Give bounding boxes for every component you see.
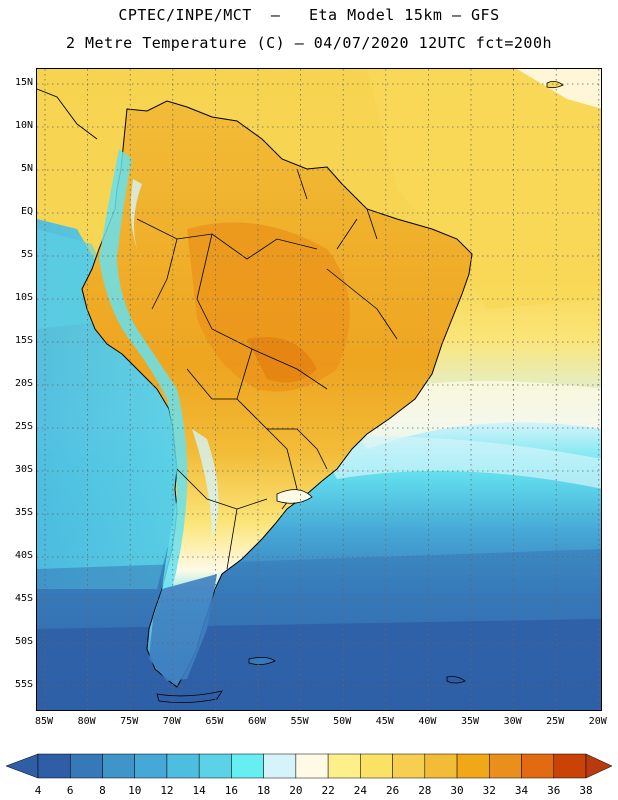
lon-label: 85W [34,716,54,727]
colorbar-swatch [102,753,135,779]
colorbar-label: 8 [99,784,106,797]
lon-label: 65W [205,716,224,727]
colorbar-label: 18 [257,784,271,797]
colorbar-high-arrow [585,753,613,779]
lon-label: 70W [162,716,181,727]
colorbar-swatch [198,753,232,779]
lon-label: 40W [418,716,437,727]
colorbar [5,753,613,779]
colorbar-swatch [295,753,329,779]
lat-label: 15N [14,77,33,88]
colorbar-swatch [489,753,522,779]
lat-label: 15S [14,335,33,346]
colorbar-label: 38 [579,784,593,797]
lat-label: 35S [14,507,33,518]
colorbar-label: 6 [66,784,74,797]
temperature-map [37,69,601,710]
lat-label: 30S [14,464,33,475]
colorbar-label: 32 [482,784,496,797]
colorbar-swatch [360,753,393,779]
lon-label: 20W [588,716,607,727]
colorbar-label: 10 [128,784,142,797]
lat-label: 40S [14,550,33,561]
colorbar-label: 16 [224,784,239,797]
colorbar-label: 12 [160,784,174,797]
colorbar-label: 34 [514,784,529,797]
colorbar-swatch [392,753,426,779]
colorbar-swatch [521,753,555,779]
colorbar-swatch [553,753,587,779]
colorbar-low-arrow [5,753,39,779]
colorbar-label: 36 [547,784,561,797]
colorbar-swatch [263,753,297,779]
lat-label: 10N [14,120,33,131]
map-title-line-1: CPTEC/INPE/MCT – Eta Model 15km – GFS [118,6,500,24]
colorbar-label: 28 [418,784,432,797]
colorbar-label: 24 [353,784,367,797]
lon-label: 80W [77,716,96,727]
colorbar-swatch [327,753,361,779]
lat-label: 25S [14,421,33,432]
map-title-line-2: 2 Metre Temperature (C) – 04/07/2020 12U… [65,34,553,52]
colorbar-swatch [231,753,264,779]
lon-label: 45W [375,716,394,727]
lon-label: 30W [503,716,522,727]
lon-label: 55W [290,716,309,727]
lon-label: 50W [333,716,352,727]
lat-label: 5N [20,163,33,174]
lon-label: 60W [247,716,267,727]
lon-label: 75W [120,716,139,727]
colorbar-swatch [69,753,103,779]
colorbar-swatch [424,753,458,779]
colorbar-label: 22 [321,784,335,797]
colorbar-swatch [456,753,490,779]
lat-lon-grid [37,69,601,710]
lat-label: 20S [14,378,33,389]
colorbar-label: 30 [450,784,464,797]
lat-label: 50S [14,636,33,647]
colorbar-label: 26 [385,784,400,797]
lon-label: 35W [460,716,480,727]
lat-label: 10S [14,292,33,303]
colorbar-swatch [166,753,200,779]
colorbar-swatch [37,753,71,779]
lat-label: 5S [20,249,33,260]
andes-cold-ridge [99,149,188,589]
colorbar-swatch [134,753,168,779]
colorbar-label: 20 [289,784,303,797]
lat-label: 45S [14,593,33,604]
lat-label: EQ [20,206,33,217]
colorbar-label: 14 [192,784,206,797]
colorbar-label: 4 [34,784,42,797]
map-panel [36,68,602,711]
lat-label: 55S [14,679,33,690]
lon-label: 25W [546,716,565,727]
